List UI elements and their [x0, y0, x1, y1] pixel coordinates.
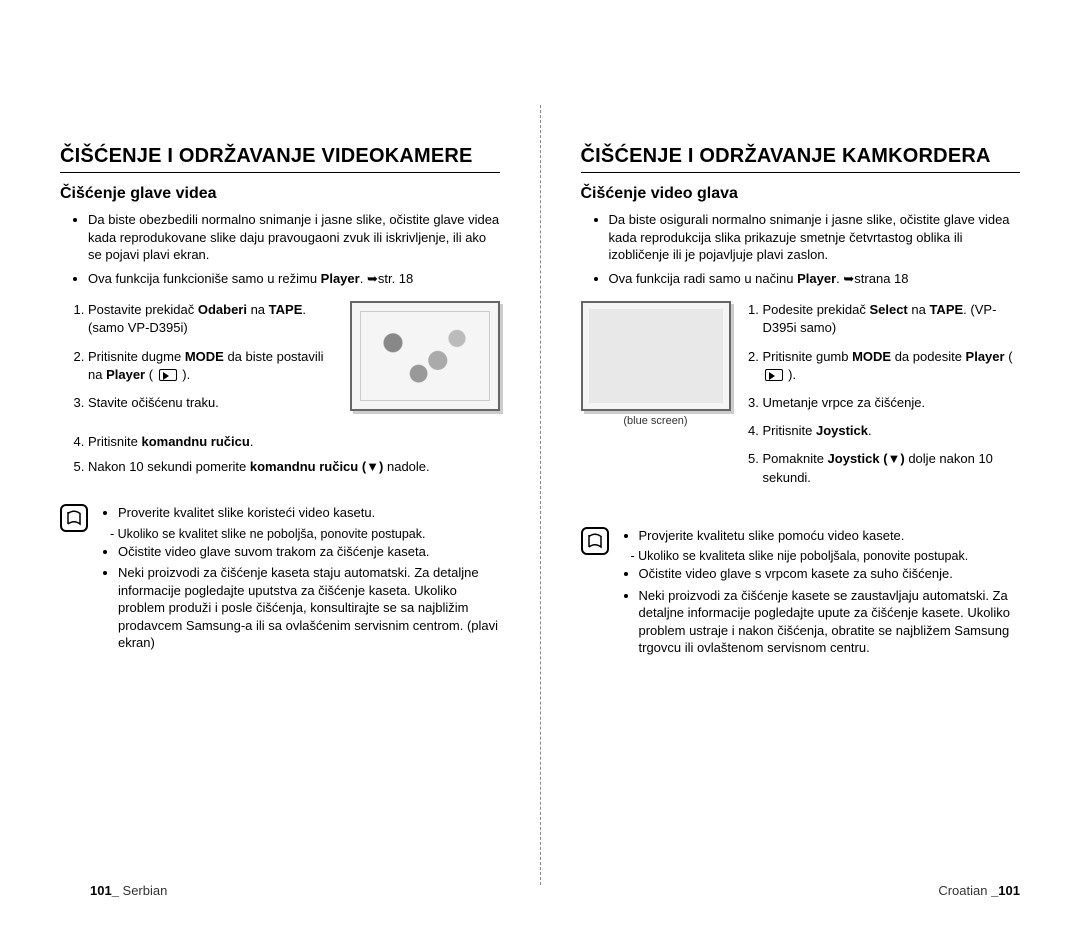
column-divider [540, 105, 541, 885]
note-item: Provjerite kvalitetu slike pomoću video … [639, 527, 1021, 545]
subtitle-right: Čišćenje video glava [581, 185, 1021, 203]
ordered-steps-left: Postavite prekidač Odaberi na TAPE. (sam… [88, 301, 338, 412]
steps-with-illustration-left: Postavite prekidač Odaberi na TAPE. (sam… [60, 301, 500, 422]
step-item: Pritisnite komandnu ručicu. [88, 434, 500, 449]
note-content-right: Provjerite kvalitetu slike pomoću video … [621, 527, 1021, 661]
two-column-layout: ČIŠĆENJE I ODRŽAVANJE VIDEOKAMERE Čišćen… [60, 95, 1020, 898]
footer-lang-left: Serbian [119, 883, 167, 898]
player-icon [765, 369, 783, 381]
step-item: Podesite prekidač Select na TAPE. (VP-D3… [763, 301, 1021, 337]
steps-with-illustration-right: (blue screen) Podesite prekidač Select n… [581, 301, 1021, 497]
note-subitem: Ukoliko se kvalitet slike ne poboljša, p… [110, 526, 500, 543]
bullet-item: Ova funkcija funkcioniše samo u režimu P… [88, 270, 500, 288]
note-item: Očistite video glave s vrpcom kasete za … [639, 565, 1021, 583]
intro-bullets-left: Da biste obezbedili normalno snimanje i … [88, 211, 500, 287]
footer-left: 101_ Serbian [90, 883, 167, 898]
left-column-serbian: ČIŠĆENJE I ODRŽAVANJE VIDEOKAMERE Čišćen… [60, 95, 500, 898]
note-item: Neki proizvodi za čišćenje kaseta staju … [118, 564, 500, 652]
step-text-right: Podesite prekidač Select na TAPE. (VP-D3… [743, 301, 1021, 497]
illustration-left [350, 301, 500, 422]
step-item: Pomaknite Joystick (▼) dolje nakon 10 se… [763, 450, 1021, 486]
step-text-left: Postavite prekidač Odaberi na TAPE. (sam… [60, 301, 338, 422]
note-box-right: Provjerite kvalitetu slike pomoću video … [581, 527, 1021, 661]
section-title-right: ČIŠĆENJE I ODRŽAVANJE KAMKORDERA [581, 95, 1021, 173]
ordered-steps-right: Podesite prekidač Select na TAPE. (VP-D3… [763, 301, 1021, 487]
page-number-left: 101_ [90, 883, 119, 898]
note-icon [581, 527, 609, 555]
note-item: Neki proizvodi za čišćenje kasete se zau… [639, 587, 1021, 657]
note-content-left: Proverite kvalitet slike koristeći video… [100, 504, 500, 656]
note-item: Očistite video glave suvom trakom za čiš… [118, 543, 500, 561]
blank-screen [589, 309, 723, 403]
manual-page: ČIŠĆENJE I ODRŽAVANJE VIDEOKAMERE Čišćen… [0, 0, 1080, 938]
step-item: Pritisnite gumb MODE da podesite Player … [763, 348, 1021, 384]
section-title-left: ČIŠĆENJE I ODRŽAVANJE VIDEOKAMERE [60, 95, 500, 173]
bullet-item: Da biste obezbedili normalno snimanje i … [88, 211, 500, 264]
note-subitem: Ukoliko se kvaliteta slike nije poboljša… [631, 548, 1021, 565]
subtitle-left: Čišćenje glave videa [60, 185, 500, 203]
step-item: Postavite prekidač Odaberi na TAPE. (sam… [88, 301, 338, 337]
note-item: Proverite kvalitet slike koristeći video… [118, 504, 500, 522]
right-column-croatian: ČIŠĆENJE I ODRŽAVANJE KAMKORDERA Čišćenj… [581, 95, 1021, 898]
step-item: Nakon 10 sekundi pomerite komandnu ručic… [88, 459, 500, 474]
bullet-item: Ova funkcija radi samo u načinu Player. … [609, 270, 1021, 288]
bullet-item: Da biste osigurali normalno snimanje i j… [609, 211, 1021, 264]
step-item: Pritisnite Joystick. [763, 422, 1021, 440]
noise-screen-illustration [350, 301, 500, 411]
footer-right: Croatian _101 [938, 883, 1020, 898]
note-box-left: Proverite kvalitet slike koristeći video… [60, 504, 500, 656]
step-item: Stavite očišćenu traku. [88, 394, 338, 412]
ordered-steps-left-cont: Pritisnite komandnu ručicu. Nakon 10 sek… [88, 434, 500, 474]
page-number-right: _101 [991, 883, 1020, 898]
step-item: Pritisnite dugme MODE da biste postavili… [88, 348, 338, 384]
footer-lang-right: Croatian [938, 883, 991, 898]
illustration-right: (blue screen) [581, 301, 731, 497]
intro-bullets-right: Da biste osigurali normalno snimanje i j… [609, 211, 1021, 287]
note-icon [60, 504, 88, 532]
step-item: Umetanje vrpce za čišćenje. [763, 394, 1021, 412]
blue-screen-label: (blue screen) [581, 415, 731, 427]
blue-screen-illustration [581, 301, 731, 411]
player-icon [159, 369, 177, 381]
noise-pattern [360, 311, 490, 401]
lower-steps-left: Pritisnite komandnu ručicu. Nakon 10 sek… [60, 434, 500, 474]
